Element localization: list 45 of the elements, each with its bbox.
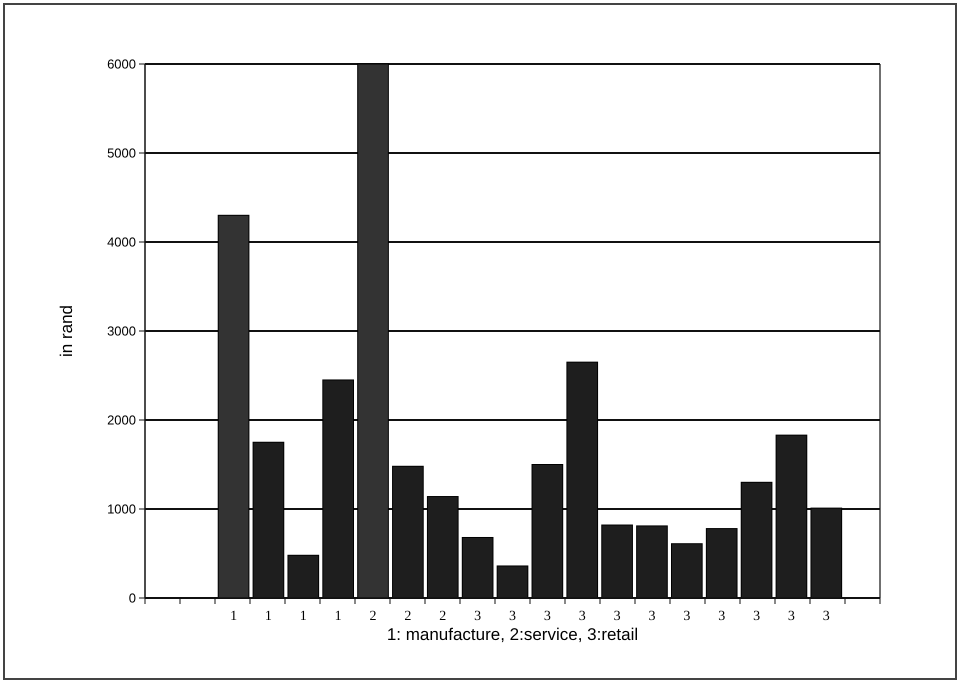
- x-tick-label: 3: [683, 609, 690, 624]
- x-tick-label: 1: [264, 609, 272, 624]
- bar: [636, 525, 668, 598]
- x-tick-label: 3: [753, 609, 760, 624]
- y-tick-label: 4000: [107, 234, 136, 250]
- x-tick-label: 1: [230, 609, 238, 624]
- x-tick-label: 1: [300, 609, 307, 624]
- bar: [357, 64, 389, 598]
- x-tick-label: 3: [718, 609, 726, 624]
- bar: [287, 554, 320, 598]
- x-tick-label: 3: [648, 609, 656, 624]
- y-tick-label: 5000: [107, 146, 136, 161]
- x-tick-label: 1: [334, 609, 342, 624]
- bar: [426, 496, 459, 598]
- bar: [462, 536, 494, 598]
- bar: [392, 466, 424, 598]
- x-tick-label: 3: [578, 609, 586, 624]
- x-tick-label: 3: [544, 609, 551, 624]
- bar: [252, 442, 284, 598]
- y-tick-label: 0: [128, 590, 136, 606]
- bar: [810, 508, 842, 598]
- bar: [706, 528, 738, 598]
- bar: [322, 379, 354, 598]
- bar: [496, 565, 528, 598]
- y-tick-label: 2000: [107, 412, 136, 428]
- bar: [532, 464, 564, 598]
- y-axis-title: in rand: [57, 305, 76, 357]
- x-tick-label: 3: [788, 609, 795, 624]
- x-axis-title: 1: manufacture, 2:service, 3:retail: [386, 625, 638, 644]
- x-tick-label: 2: [404, 609, 412, 624]
- x-tick-label: 3: [474, 609, 482, 624]
- x-tick-label: 3: [614, 609, 621, 624]
- bar: [601, 524, 633, 598]
- y-tick-label: 3000: [107, 324, 136, 339]
- x-tick-label: 2: [439, 609, 446, 624]
- bar: [566, 362, 598, 598]
- bar: [740, 482, 772, 598]
- y-tick-label: 6000: [107, 56, 136, 72]
- bar: [218, 214, 250, 598]
- bar: [776, 434, 808, 598]
- x-tick-label: 3: [822, 609, 830, 624]
- x-tick-label: 3: [509, 609, 516, 624]
- y-tick-label: 1000: [107, 502, 136, 517]
- x-tick-label: 2: [370, 609, 377, 624]
- bar: [670, 543, 703, 598]
